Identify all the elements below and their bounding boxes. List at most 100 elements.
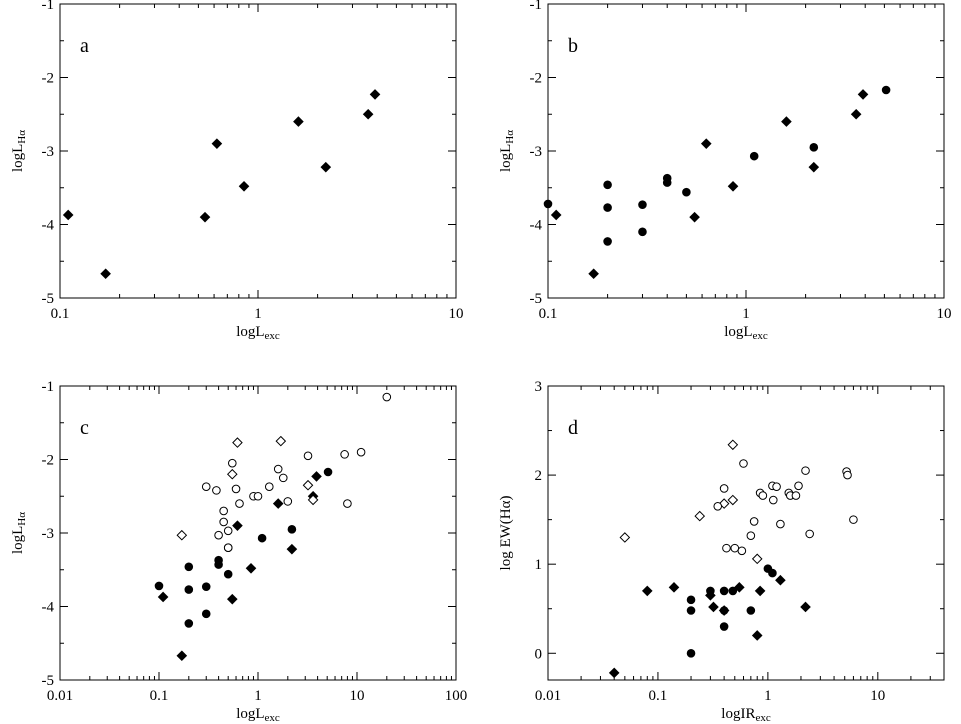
open-circle-point (219, 517, 228, 527)
filled-diamond-point (808, 161, 820, 173)
open-circle-point (749, 517, 759, 526)
y-tick-label: 3 (535, 379, 543, 395)
open-circle-point (340, 450, 349, 459)
filled-diamond-point (238, 180, 250, 192)
filled-diamond-point (708, 601, 719, 613)
filled-diamond-point (689, 211, 700, 223)
filled-circle-point (749, 151, 759, 161)
filled-diamond-point (751, 630, 763, 641)
plot-frame (547, 385, 945, 681)
filled-diamond-point (369, 89, 381, 100)
filled-circle-point (746, 606, 756, 615)
x-tick-label: 0.1 (539, 306, 558, 322)
filled-diamond-point (272, 498, 284, 509)
filled-diamond-point (286, 543, 298, 555)
open-circle-point (212, 486, 221, 495)
y-tick-label: -3 (42, 144, 55, 160)
open-diamond-point (275, 435, 287, 447)
open-diamond-point (619, 532, 631, 543)
y-tick-label: -3 (42, 526, 55, 542)
open-circle-point (801, 466, 810, 475)
filled-circle-point (603, 203, 612, 212)
panel-label: a (80, 35, 89, 57)
x-tick-label: 0.1 (150, 688, 169, 704)
open-circle-point (223, 526, 233, 536)
open-circle-point (303, 451, 313, 461)
filled-diamond-point (199, 211, 211, 223)
open-circle-point (758, 491, 768, 500)
x-axis-label: logLexc (724, 324, 768, 342)
x-axis-label: logIRexc (721, 706, 771, 724)
filled-diamond-point (850, 108, 862, 120)
y-tick-label: -5 (530, 291, 543, 307)
filled-circle-point (719, 606, 729, 615)
filled-diamond-point (668, 582, 680, 593)
filled-circle-point (603, 237, 612, 246)
y-tick-label: -5 (42, 673, 55, 689)
open-circle-point (794, 481, 803, 491)
filled-circle-point (728, 586, 738, 596)
y-axis-label: logLHα (498, 130, 516, 172)
filled-circle-point (686, 648, 696, 658)
filled-diamond-point (176, 650, 188, 662)
open-diamond-point (694, 510, 706, 522)
open-circle-point (772, 482, 781, 491)
open-circle-point (746, 531, 756, 540)
filled-circle-point (257, 533, 267, 543)
y-tick-label: -2 (42, 71, 55, 87)
open-circle-point (737, 546, 747, 556)
plot-frame (59, 385, 457, 681)
filled-diamond-point (245, 562, 257, 574)
filled-diamond-point (857, 89, 869, 100)
y-axis-label: log EW(Hα) (498, 496, 514, 571)
filled-circle-point (719, 622, 729, 631)
filled-circle-point (682, 187, 691, 197)
open-circle-point (776, 519, 785, 529)
filled-circle-point (686, 606, 696, 615)
x-tick-label: 1 (254, 306, 262, 322)
open-circle-point (278, 473, 288, 483)
filled-diamond-point (775, 574, 786, 586)
y-tick-label: -4 (42, 218, 55, 234)
open-circle-point (739, 459, 748, 468)
filled-circle-point (686, 595, 696, 605)
filled-diamond-point (157, 591, 169, 603)
y-tick-label: -1 (42, 0, 55, 13)
filled-circle-point (543, 199, 553, 209)
x-tick-label: 10 (350, 688, 365, 704)
filled-circle-point (706, 586, 715, 596)
open-circle-point (201, 482, 211, 491)
open-circle-point (264, 482, 274, 491)
filled-circle-point (184, 619, 194, 628)
open-circle-point (382, 392, 392, 402)
filled-diamond-point (293, 116, 304, 127)
filled-diamond-point (800, 601, 811, 613)
y-tick-label: 1 (535, 557, 543, 573)
open-circle-point (219, 506, 228, 516)
filled-diamond-point (727, 180, 739, 192)
filled-diamond-point (608, 667, 620, 679)
open-diamond-point (302, 479, 314, 491)
x-tick-label: 100 (445, 688, 468, 704)
filled-diamond-point (226, 593, 238, 605)
filled-circle-point (214, 560, 223, 569)
x-tick-label: 10 (870, 688, 885, 704)
filled-circle-point (881, 85, 891, 95)
filled-circle-point (201, 609, 211, 619)
x-tick-label: 0.01 (47, 688, 73, 704)
panel-label: d (568, 417, 578, 439)
filled-diamond-point (100, 268, 111, 280)
open-circle-point (356, 447, 366, 457)
filled-circle-point (638, 227, 647, 237)
panel-b: 0.1 1 10 -5 -4 -3 -2 -1 b logLexc logLHα (498, 0, 952, 342)
panel-a: 0.1 1 10 -5 -4 -3 -2 -1 a logLexc logLHα (10, 0, 464, 342)
filled-diamond-point (781, 116, 792, 127)
filled-circle-point (287, 525, 297, 534)
plot-frame (547, 3, 945, 299)
x-tick-label: 0.1 (51, 306, 70, 322)
filled-circle-point (638, 200, 647, 209)
filled-diamond-point (754, 585, 766, 597)
y-tick-label: -4 (530, 218, 543, 234)
y-tick-label: -5 (42, 291, 55, 307)
